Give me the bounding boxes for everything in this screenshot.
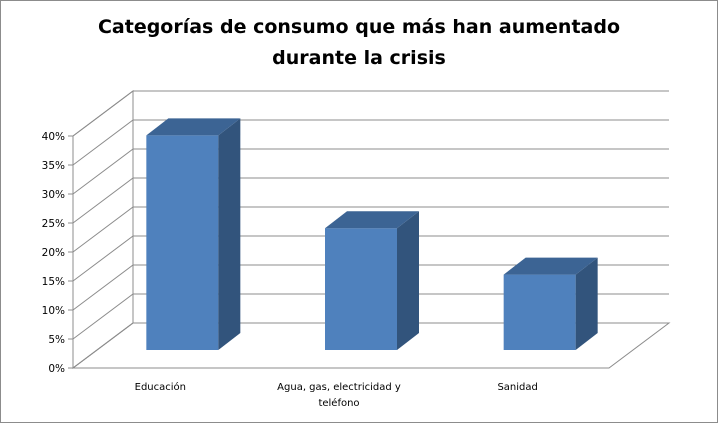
- bar-top: [503, 257, 598, 275]
- x-category-label: teléfono: [318, 397, 359, 409]
- y-tick-label: 25%: [42, 218, 65, 230]
- y-tick-label: 15%: [42, 276, 65, 288]
- gridline: [72, 148, 669, 195]
- gridline: [72, 206, 669, 253]
- chart-walls: [68, 90, 671, 369]
- bar-side: [397, 211, 419, 350]
- bar-top: [325, 211, 419, 229]
- bar-front: [503, 274, 576, 350]
- bar-side: [575, 257, 598, 350]
- x-category-label: Educación: [135, 381, 186, 393]
- gridline: [72, 177, 669, 224]
- gridline: [72, 264, 669, 311]
- gridline: [72, 119, 669, 166]
- chart-labels: 0% 5% 10% 15% 20% 25% 30% 35% 40% Educación Agua, …: [42, 131, 538, 409]
- bar-top: [146, 118, 241, 136]
- gridline: [72, 235, 669, 282]
- gridline: [72, 293, 669, 340]
- y-tick-label: 0%: [48, 363, 65, 375]
- y-tick-label: 40%: [42, 131, 65, 143]
- bar: [325, 211, 419, 350]
- bar: [503, 257, 598, 350]
- y-tick-label: 30%: [42, 189, 65, 201]
- y-tick-label: 20%: [42, 247, 65, 259]
- x-category-label: Sanidad: [497, 382, 537, 393]
- y-tick-label: 35%: [42, 160, 65, 172]
- bar: [146, 118, 241, 351]
- bar-front: [146, 135, 219, 350]
- chart-title-line-1: Categorías de consumo que más han aument…: [98, 16, 620, 38]
- y-tick-label: 10%: [42, 305, 65, 317]
- x-category-label: Agua, gas, electricidad y: [277, 382, 401, 393]
- chart-title-line-2: durante la crisis: [272, 47, 446, 69]
- bar-side: [218, 118, 241, 351]
- y-tick-label: 5%: [48, 334, 65, 346]
- gridline: [72, 322, 669, 369]
- bar-front: [325, 228, 397, 350]
- chart-bars: [146, 118, 598, 351]
- gridline: [72, 90, 669, 137]
